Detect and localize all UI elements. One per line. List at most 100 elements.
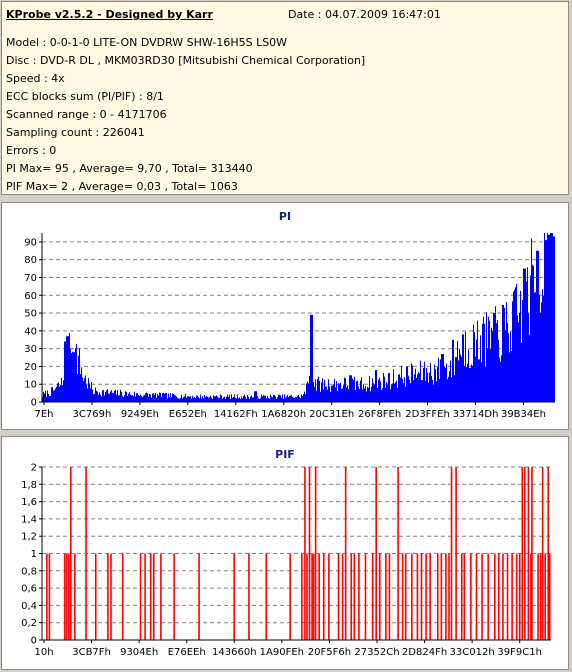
disc-line: Disc : DVD-R DL , MKM03RD30 [Mitsubishi … bbox=[6, 54, 366, 67]
pi-bar bbox=[523, 268, 524, 402]
pi-bar bbox=[489, 320, 490, 402]
pi-bar bbox=[303, 394, 304, 402]
pif-bar bbox=[110, 553, 112, 640]
pi-bar bbox=[146, 392, 147, 402]
pi-bar bbox=[59, 386, 60, 402]
pi-bar bbox=[103, 389, 104, 402]
pif-bar bbox=[481, 553, 483, 640]
pi-bar bbox=[120, 390, 121, 402]
pi-bar bbox=[469, 368, 470, 402]
pi-bar bbox=[393, 369, 394, 402]
pi-bar bbox=[539, 295, 540, 402]
pi-bar bbox=[320, 391, 321, 402]
pif-bar bbox=[440, 553, 443, 640]
pi-bar bbox=[429, 372, 430, 402]
pi-bar bbox=[110, 391, 111, 402]
pi-bar bbox=[259, 399, 260, 402]
pi-xtick-label: E652Eh bbox=[169, 409, 207, 420]
pi-bar bbox=[177, 397, 178, 402]
pi-bar bbox=[533, 265, 534, 402]
pi-bar bbox=[193, 397, 194, 402]
pif-bar bbox=[455, 467, 457, 640]
pi-bar bbox=[243, 395, 244, 402]
pif-bar bbox=[248, 553, 250, 640]
pi-bar bbox=[61, 377, 62, 402]
pif-xtick-label: 2D824Fh bbox=[402, 647, 447, 658]
pi-bar bbox=[491, 327, 492, 402]
pi-bar bbox=[392, 383, 393, 402]
pi-ytick-label: 80 bbox=[24, 255, 37, 266]
pif-bar bbox=[416, 553, 419, 640]
pi-bar bbox=[471, 364, 472, 402]
pi-xtick-label: 14162Fh bbox=[214, 409, 258, 420]
pi-bar bbox=[77, 374, 78, 402]
pi-bar bbox=[276, 399, 277, 402]
pif-xtick-label: 9304Eh bbox=[120, 647, 158, 658]
pi-bar bbox=[356, 381, 357, 402]
pi-bar bbox=[480, 335, 481, 402]
pi-bar bbox=[102, 390, 103, 402]
pi-bar bbox=[255, 391, 256, 402]
pi-bar bbox=[473, 324, 474, 402]
pi-bar bbox=[402, 378, 403, 402]
pi-bar bbox=[233, 396, 234, 402]
pi-bar bbox=[128, 393, 129, 402]
pi-bar bbox=[535, 292, 536, 402]
pi-bar bbox=[388, 373, 389, 402]
pi-bar bbox=[327, 389, 328, 402]
pi-bar bbox=[505, 330, 506, 402]
pi-bar bbox=[281, 397, 282, 402]
pi-bar bbox=[478, 359, 479, 402]
pi-bar bbox=[219, 398, 220, 402]
pi-bar bbox=[436, 381, 437, 402]
pif-bar bbox=[385, 553, 387, 640]
pif-bar bbox=[450, 467, 453, 640]
pif-bar bbox=[397, 467, 399, 640]
pi-bar bbox=[440, 359, 441, 402]
pi-bar bbox=[362, 389, 363, 402]
pi-bar bbox=[508, 333, 509, 402]
pi-bar bbox=[284, 394, 285, 402]
pif-bar bbox=[67, 553, 70, 640]
pi-bar bbox=[404, 377, 405, 402]
pif-bar bbox=[152, 553, 155, 640]
pif-bar bbox=[328, 553, 330, 640]
errors-line: Errors : 0 bbox=[6, 144, 57, 157]
pi-bar bbox=[165, 392, 166, 402]
pi-bar bbox=[500, 361, 501, 402]
pi-bar bbox=[416, 377, 417, 402]
pi-bar bbox=[433, 384, 434, 402]
pif-bar bbox=[69, 467, 72, 640]
pif-bar bbox=[460, 553, 463, 640]
pi-bar bbox=[90, 388, 91, 402]
pi-bar bbox=[218, 397, 219, 402]
pi-bar bbox=[144, 395, 145, 402]
pi-bar bbox=[230, 399, 231, 402]
pi-bar bbox=[479, 359, 480, 402]
pi-bar bbox=[81, 367, 82, 402]
pi-bar bbox=[82, 377, 83, 402]
pif-ytick-label: 0,4 bbox=[21, 601, 37, 612]
pi-bar bbox=[126, 391, 127, 402]
pi-bar bbox=[421, 380, 422, 402]
pi-bar bbox=[240, 398, 241, 402]
pi-bar bbox=[400, 377, 401, 402]
pi-bar bbox=[338, 383, 339, 402]
pif-bar bbox=[314, 467, 317, 640]
pi-xtick-label: 9249Eh bbox=[121, 409, 159, 420]
pif-bar bbox=[308, 467, 311, 640]
pi-bar bbox=[288, 397, 289, 402]
pi-bar bbox=[157, 393, 158, 402]
pi-bar bbox=[525, 268, 526, 402]
pi-bar bbox=[106, 390, 107, 402]
pi-bar bbox=[160, 392, 161, 402]
pi-bar bbox=[296, 397, 297, 402]
pi-bar bbox=[221, 395, 222, 402]
pi-bar bbox=[543, 295, 544, 402]
pi-bar bbox=[306, 383, 307, 402]
pi-bar bbox=[64, 341, 65, 402]
pi-bar bbox=[111, 390, 112, 402]
pi-bar bbox=[217, 396, 218, 402]
pi-bar bbox=[162, 393, 163, 402]
pi-bar bbox=[360, 380, 361, 402]
